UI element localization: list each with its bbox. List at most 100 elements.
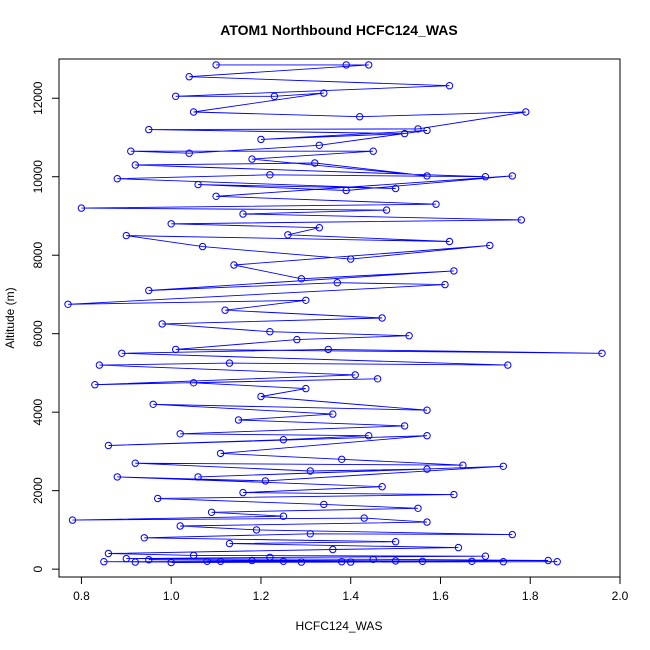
data-point xyxy=(216,449,225,458)
data-point xyxy=(198,242,207,251)
x-tick-label: 1.2 xyxy=(253,589,270,603)
y-tick-label: 8000 xyxy=(31,242,45,269)
data-point xyxy=(481,552,490,560)
data-point xyxy=(95,361,104,369)
data-point xyxy=(418,557,427,565)
y-axis-label: Altitude (m) xyxy=(3,287,17,348)
data-point xyxy=(257,392,265,401)
data-point xyxy=(441,280,449,289)
data-point xyxy=(369,555,377,563)
data-point xyxy=(329,410,337,418)
x-tick-label: 1.4 xyxy=(342,589,359,603)
data-point xyxy=(459,461,467,469)
data-point xyxy=(261,477,270,485)
data-point xyxy=(306,530,314,538)
y-tick-label: 6000 xyxy=(31,320,45,347)
data-point xyxy=(230,261,238,269)
data-point xyxy=(131,459,140,467)
data-point xyxy=(391,557,400,565)
data-point xyxy=(342,186,350,195)
data-point xyxy=(504,361,512,369)
x-tick-label: 1.8 xyxy=(522,589,539,603)
x-axis-label: HCFC124_WAS xyxy=(296,619,383,633)
data-point xyxy=(176,430,184,438)
data-point xyxy=(297,275,306,283)
data-point xyxy=(252,526,261,534)
data-point xyxy=(324,345,332,354)
data-point xyxy=(131,558,140,566)
data-point xyxy=(176,522,184,530)
data-point xyxy=(347,558,355,566)
data-point xyxy=(234,416,243,424)
data-point xyxy=(302,296,310,304)
data-point xyxy=(145,125,153,134)
data-point xyxy=(140,534,149,542)
x-axis: 0.8 1.0 1.2 1.4 1.6 1.8 2.0 xyxy=(73,577,629,603)
data-series xyxy=(64,61,606,567)
data-point xyxy=(391,538,400,546)
data-point xyxy=(189,379,198,387)
y-tick-label: 4000 xyxy=(31,399,45,426)
data-point xyxy=(284,231,292,239)
x-tick-label: 1.0 xyxy=(163,589,180,603)
data-point xyxy=(405,332,413,340)
data-point xyxy=(414,125,422,133)
data-point xyxy=(450,267,458,275)
data-point xyxy=(553,558,561,566)
data-point xyxy=(365,432,373,440)
data-point xyxy=(306,467,314,475)
data-point xyxy=(329,545,337,554)
data-point xyxy=(378,314,386,322)
data-point xyxy=(257,135,265,144)
data-point xyxy=(216,557,225,565)
data-point xyxy=(248,155,256,163)
data-point xyxy=(113,473,122,481)
data-point xyxy=(423,465,431,473)
x-tick-label: 1.6 xyxy=(432,589,449,603)
data-point xyxy=(185,149,193,157)
data-point xyxy=(207,508,216,516)
data-point xyxy=(508,172,516,180)
data-point xyxy=(342,61,350,69)
data-point xyxy=(414,504,422,512)
y-tick-label: 2000 xyxy=(31,477,45,504)
data-point xyxy=(400,129,409,138)
data-point xyxy=(145,286,153,295)
data-point xyxy=(517,216,525,224)
data-point xyxy=(189,551,198,560)
data-point xyxy=(91,381,99,389)
data-point xyxy=(113,175,122,183)
data-point xyxy=(266,328,274,336)
data-point xyxy=(315,224,323,232)
data-point xyxy=(127,147,135,155)
data-point xyxy=(365,61,373,69)
data-point xyxy=(131,161,140,169)
data-point xyxy=(454,543,463,552)
data-point xyxy=(481,173,490,181)
data-point xyxy=(499,558,507,566)
data-point xyxy=(194,180,202,189)
data-point xyxy=(445,237,454,246)
data-point xyxy=(338,558,346,566)
data-point xyxy=(297,558,306,566)
plot-frame xyxy=(58,58,621,578)
data-point xyxy=(423,172,431,180)
data-point xyxy=(104,441,113,450)
data-point xyxy=(279,512,288,520)
data-point xyxy=(302,384,310,393)
data-point xyxy=(445,82,454,90)
data-point xyxy=(508,530,516,539)
y-tick-label: 10000 xyxy=(31,160,45,194)
data-point xyxy=(266,553,274,562)
data-point xyxy=(279,436,288,444)
data-point xyxy=(320,89,328,97)
data-point xyxy=(225,359,234,367)
data-point xyxy=(77,204,86,212)
data-point xyxy=(167,558,175,567)
data-point xyxy=(212,61,220,69)
y-tick-label: 12000 xyxy=(31,81,45,115)
data-point xyxy=(203,557,211,565)
series-line xyxy=(67,64,603,563)
data-point xyxy=(167,220,175,228)
